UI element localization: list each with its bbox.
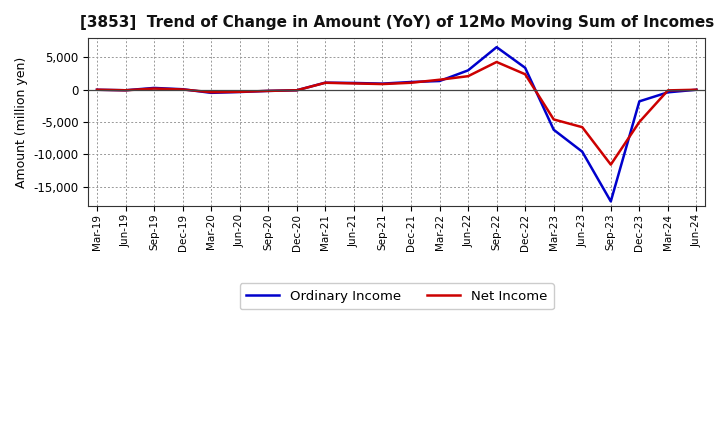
Ordinary Income bbox=[207, 90, 215, 95]
Net Income bbox=[635, 119, 644, 125]
Ordinary Income bbox=[292, 88, 301, 93]
Ordinary Income bbox=[150, 85, 158, 91]
Net Income bbox=[664, 88, 672, 93]
Line: Ordinary Income: Ordinary Income bbox=[97, 47, 696, 202]
Net Income bbox=[521, 72, 529, 77]
Net Income bbox=[464, 73, 472, 79]
Ordinary Income bbox=[350, 81, 359, 86]
Net Income bbox=[207, 90, 215, 95]
Net Income bbox=[692, 87, 701, 92]
Ordinary Income bbox=[235, 89, 244, 95]
Ordinary Income bbox=[121, 88, 130, 93]
Ordinary Income bbox=[692, 87, 701, 92]
Net Income bbox=[378, 81, 387, 87]
Net Income bbox=[606, 162, 615, 167]
Ordinary Income bbox=[378, 81, 387, 86]
Net Income bbox=[235, 89, 244, 95]
Net Income bbox=[150, 86, 158, 91]
Ordinary Income bbox=[664, 90, 672, 95]
Ordinary Income bbox=[464, 68, 472, 73]
Ordinary Income bbox=[321, 80, 330, 85]
Net Income bbox=[549, 117, 558, 122]
Net Income bbox=[93, 87, 102, 92]
Ordinary Income bbox=[549, 127, 558, 132]
Ordinary Income bbox=[635, 99, 644, 104]
Ordinary Income bbox=[521, 65, 529, 70]
Line: Net Income: Net Income bbox=[97, 62, 696, 165]
Ordinary Income bbox=[264, 88, 273, 94]
Ordinary Income bbox=[407, 79, 415, 84]
Net Income bbox=[578, 125, 587, 130]
Net Income bbox=[121, 88, 130, 93]
Ordinary Income bbox=[578, 149, 587, 154]
Ordinary Income bbox=[606, 199, 615, 204]
Net Income bbox=[321, 80, 330, 85]
Title: [3853]  Trend of Change in Amount (YoY) of 12Mo Moving Sum of Incomes: [3853] Trend of Change in Amount (YoY) o… bbox=[80, 15, 714, 30]
Net Income bbox=[179, 87, 187, 92]
Legend: Ordinary Income, Net Income: Ordinary Income, Net Income bbox=[240, 283, 554, 309]
Net Income bbox=[292, 88, 301, 93]
Net Income bbox=[264, 88, 273, 94]
Ordinary Income bbox=[435, 78, 444, 84]
Net Income bbox=[492, 59, 501, 65]
Y-axis label: Amount (million yen): Amount (million yen) bbox=[15, 56, 28, 187]
Ordinary Income bbox=[179, 87, 187, 92]
Net Income bbox=[350, 81, 359, 86]
Net Income bbox=[435, 77, 444, 82]
Ordinary Income bbox=[93, 87, 102, 92]
Ordinary Income bbox=[492, 44, 501, 50]
Net Income bbox=[407, 80, 415, 85]
